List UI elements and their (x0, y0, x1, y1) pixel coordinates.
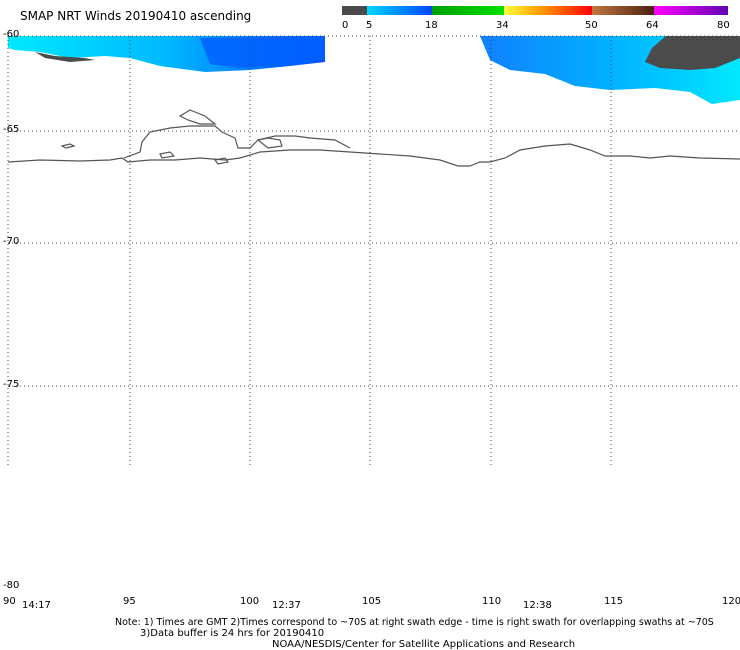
lon-label: 120 (722, 596, 740, 607)
lon-label: 90 (3, 596, 16, 607)
graticule (8, 35, 740, 465)
colorbar-tick: 64 (646, 20, 659, 31)
colorbar-tick: 50 (585, 20, 598, 31)
lon-label: 100 (240, 596, 260, 607)
pass-time: 12:38 (523, 600, 552, 611)
lon-label: 95 (123, 596, 136, 607)
colorbar-tick: 0 (342, 20, 349, 31)
colorbar-tick: 34 (496, 20, 509, 31)
wind-swath-right (480, 36, 740, 104)
lat-label: -60 (3, 29, 20, 40)
pass-time: 12:37 (272, 600, 301, 611)
coastline (7, 109, 740, 167)
map-title: SMAP NRT Winds 20190410 ascending (20, 9, 252, 23)
note-line-2: 3)Data buffer is 24 hrs for 20190410 (140, 628, 325, 639)
note-line-3: NOAA/NESDIS/Center for Satellite Applica… (272, 639, 576, 650)
lat-label: -65 (3, 124, 20, 135)
lat-label: -70 (3, 236, 20, 247)
note-line-1: Note: 1) Times are GMT 2)Times correspon… (115, 617, 714, 628)
lat-label: -75 (3, 379, 20, 390)
wind-swath-left (8, 36, 325, 72)
lon-label: 110 (482, 596, 502, 607)
pass-time: 14:17 (22, 600, 51, 611)
lat-label: -80 (3, 580, 20, 591)
colorbar-tick: 80 (717, 20, 730, 31)
colorbar-tick: 18 (425, 20, 438, 31)
lon-label: 115 (604, 596, 624, 607)
colorbar-tick: 5 (366, 20, 373, 31)
lon-label: 105 (362, 596, 382, 607)
colorbar (342, 6, 728, 15)
